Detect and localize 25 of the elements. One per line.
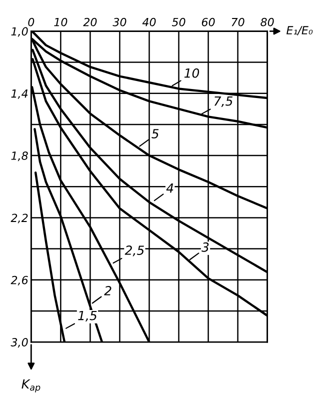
y-axis-title: K$_{ар}$ (22, 379, 40, 392)
x-tick-label: 70 (232, 18, 244, 26)
annotation: 3 (202, 242, 209, 252)
annotation: 2 (104, 286, 112, 296)
annotation: 5 (152, 129, 159, 138)
annotation: 10 (184, 68, 200, 78)
x-tick-label: 30 (112, 18, 126, 26)
annotation: 4 (166, 184, 174, 193)
annotation: 7,5 (214, 96, 233, 108)
y-tick-label: 2,2 (10, 214, 28, 224)
x-tick-label: 20 (83, 18, 97, 26)
annotation: 1,5 (78, 310, 97, 322)
y-tick-label: 1,8 (11, 152, 28, 162)
x-tick-label: 50 (172, 18, 186, 26)
x-tick-label: 0 (28, 18, 34, 26)
y-tick-label: 1,4 (11, 90, 28, 99)
x-axis-title: E₁/E₀ (286, 26, 313, 36)
x-tick-label: 40 (142, 18, 156, 26)
y-tick-label: 1,0 (11, 27, 28, 37)
x-tick-label: 80 (260, 18, 274, 26)
y-tick-label: 3,0 (10, 338, 28, 348)
y-tick-label: 2,6 (10, 276, 28, 286)
x-tick-label: 10 (54, 18, 68, 26)
x-tick-label: 60 (202, 18, 215, 26)
annotation: 2,5 (124, 246, 144, 256)
